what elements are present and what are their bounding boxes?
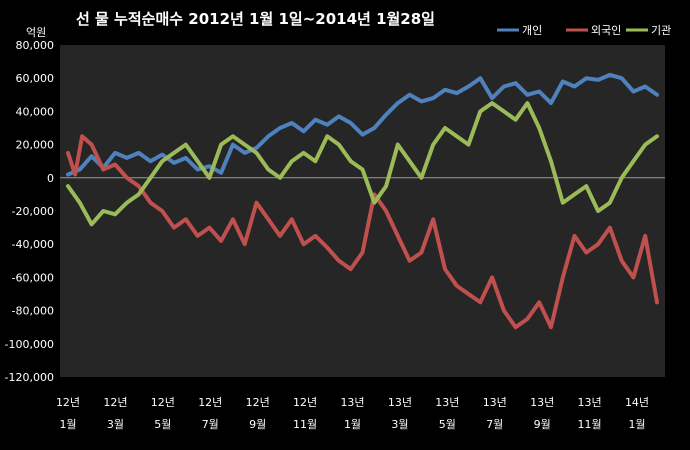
x-tick-month-label: 5월 — [154, 418, 171, 431]
x-tick-year-label: 13년 — [340, 396, 364, 409]
y-tick-label: -80,000 — [12, 305, 54, 318]
y-axis-ticks: 80,000 60,000 40,000 20,000 0 -20,000 -40,000 -… — [5, 39, 54, 384]
y-tick-label: 60,000 — [16, 72, 55, 85]
legend-label: 외국인 — [591, 24, 621, 37]
x-tick-year-label: 13년 — [435, 396, 459, 409]
chart-title: 선 물 누적순매수 2012년 1월 1일~2014년 1월28일 — [76, 10, 435, 28]
x-tick-month-label: 11월 — [578, 418, 602, 431]
x-tick-month-label: 3월 — [391, 418, 408, 431]
series-line-2 — [66, 101, 659, 227]
x-tick-month-label: 1월 — [344, 418, 361, 431]
x-tick-month-label: 3월 — [107, 418, 124, 431]
x-tick-month-label: 9월 — [249, 418, 266, 431]
y-tick-label: 80,000 — [16, 39, 55, 52]
x-tick-year-label: 12년 — [103, 396, 127, 409]
x-tick-month-label: 7월 — [202, 418, 219, 431]
x-tick-year-label: 12년 — [198, 396, 222, 409]
plot-area — [60, 45, 665, 377]
x-tick-year-label: 14년 — [625, 396, 649, 409]
legend-label: 기관 — [651, 24, 671, 37]
x-tick-month-label: 5월 — [439, 418, 456, 431]
y-tick-label: 0 — [47, 172, 54, 185]
x-tick-year-label: 12년 — [56, 396, 80, 409]
x-tick-year-label: 13년 — [388, 396, 412, 409]
x-tick-month-label: 7월 — [486, 418, 503, 431]
x-tick-year-label: 13년 — [483, 396, 507, 409]
x-tick-month-label: 1월 — [628, 418, 645, 431]
x-tick-month-label: 11월 — [293, 418, 317, 431]
x-tick-year-label: 12년 — [151, 396, 175, 409]
y-tick-label: -100,000 — [5, 338, 54, 351]
x-tick-month-label: 1월 — [59, 418, 76, 431]
y-tick-label: -40,000 — [12, 238, 54, 251]
x-tick-year-label: 12년 — [246, 396, 270, 409]
y-tick-label: 40,000 — [16, 105, 55, 118]
x-axis-ticks: 12년 1월 12년 3월 12년 5월 12년 7월 12년 9월 12년 11월 13년 1월 13년 3… — [56, 396, 649, 431]
chart-legend: 개인 외국인 기관 — [497, 24, 671, 37]
series-line-1 — [66, 134, 659, 330]
y-tick-label: -120,000 — [5, 371, 54, 384]
series-lines — [66, 72, 659, 330]
y-tick-label: -20,000 — [12, 205, 54, 218]
x-tick-year-label: 12년 — [293, 396, 317, 409]
x-tick-year-label: 13년 — [530, 396, 554, 409]
y-tick-label: -60,000 — [12, 271, 54, 284]
y-tick-label: 20,000 — [16, 139, 55, 152]
x-tick-year-label: 13년 — [578, 396, 602, 409]
legend-label: 개인 — [522, 24, 542, 37]
y-axis-unit-label: 억원 — [26, 26, 46, 39]
x-tick-month-label: 9월 — [534, 418, 551, 431]
